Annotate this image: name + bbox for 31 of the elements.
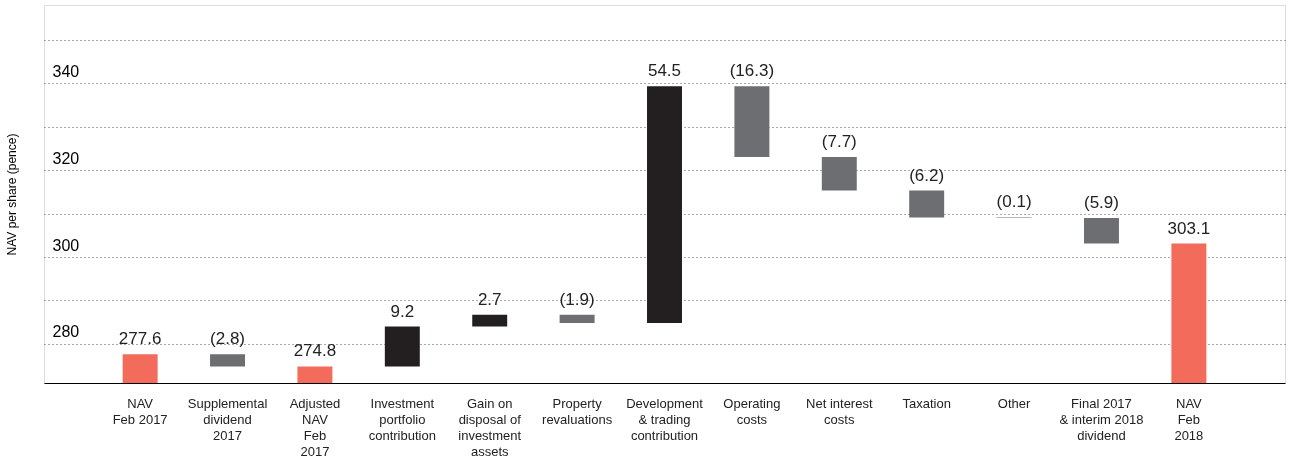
data-label: (16.3) bbox=[729, 61, 775, 81]
data-label: (7.7) bbox=[821, 132, 857, 152]
x-tick-label: Net interest costs bbox=[806, 395, 873, 427]
data-label: (2.8) bbox=[210, 329, 246, 349]
data-label: (0.1) bbox=[996, 192, 1032, 212]
y-tick-label: 300 bbox=[52, 236, 80, 254]
x-tick-label: Final 2017 & interim 2018 dividend bbox=[1059, 395, 1144, 443]
data-label: 303.1 bbox=[1167, 218, 1211, 238]
y-tick-label: 280 bbox=[52, 323, 80, 341]
x-tick-label: Property revaluations bbox=[542, 395, 613, 427]
y-axis-title: NAV per share (pence) bbox=[4, 133, 19, 256]
x-tick-label: Development & trading contribution bbox=[626, 395, 704, 443]
x-tick-label: NAV Feb 2018 bbox=[1174, 395, 1204, 443]
x-tick-label: Operating costs bbox=[723, 395, 781, 427]
x-tick-label: Supplemental dividend 2017 bbox=[187, 395, 268, 443]
data-label: (1.9) bbox=[559, 289, 595, 309]
y-tick-label: 340 bbox=[52, 62, 80, 80]
x-tick-label: Other bbox=[997, 395, 1031, 411]
data-label: (6.2) bbox=[909, 165, 945, 185]
data-label: 277.6 bbox=[118, 329, 162, 349]
x-tick-label: Taxation bbox=[902, 395, 951, 411]
x-tick-label: Gain on disposal of investment assets bbox=[458, 395, 522, 459]
data-label: 274.8 bbox=[293, 341, 337, 361]
data-label: 2.7 bbox=[477, 289, 502, 309]
data-label: 54.5 bbox=[647, 61, 682, 81]
x-tick-label: NAV Feb 2017 bbox=[112, 395, 168, 427]
x-tick-label: Adjusted NAV Feb 2017 bbox=[289, 395, 341, 459]
data-label: (5.9) bbox=[1083, 192, 1119, 212]
y-tick-label: 320 bbox=[52, 149, 80, 167]
x-tick-label: Investment portfolio contribution bbox=[368, 395, 436, 443]
data-label: 9.2 bbox=[390, 301, 415, 321]
